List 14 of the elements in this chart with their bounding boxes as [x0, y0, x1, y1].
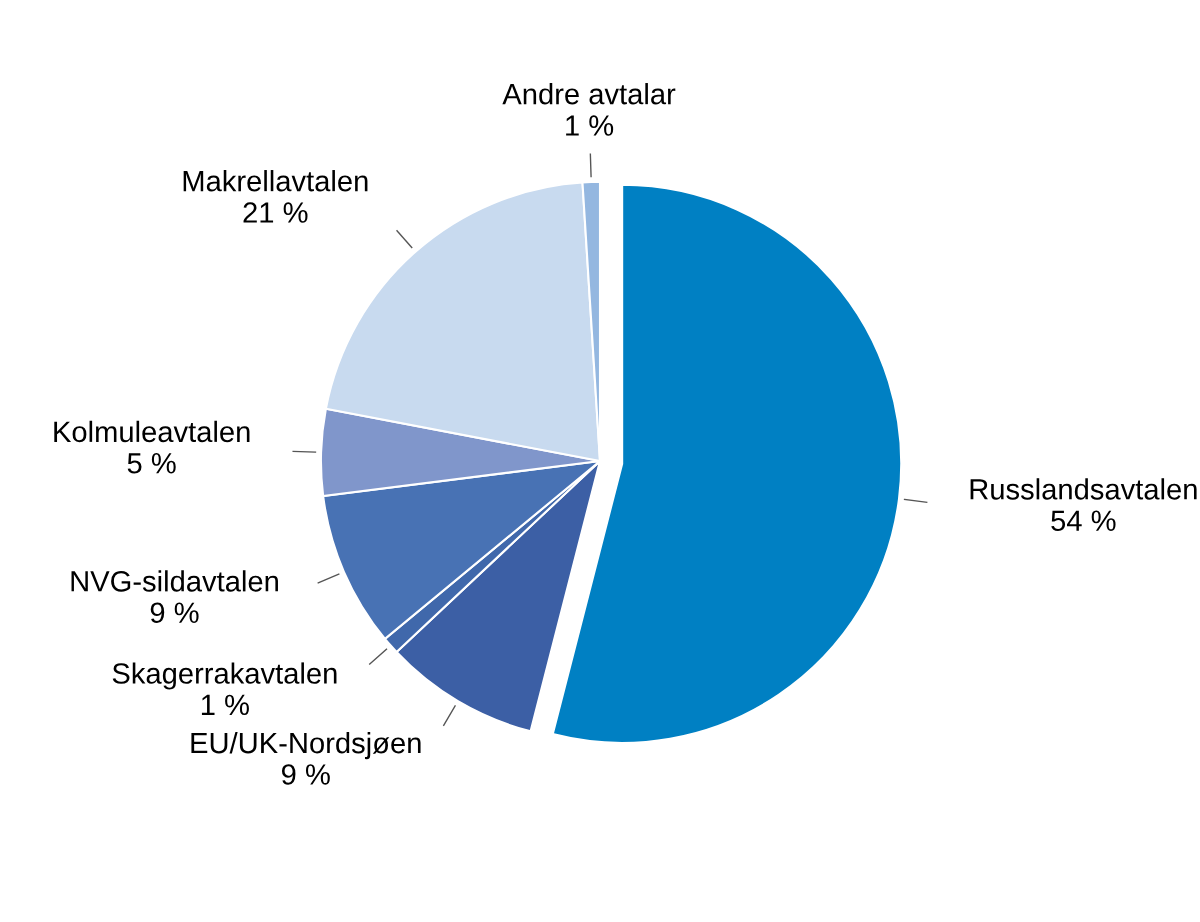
slice-label: Skagerrakavtalen [112, 662, 337, 690]
slice-label: Makrellavtalen [183, 170, 368, 192]
slice-label: Kolmuleavtalen [54, 420, 250, 443]
data-label: 9 % [150, 602, 199, 624]
data-label: 5 % [127, 453, 176, 474]
data-label: 21 % [243, 202, 308, 223]
slice-label: EU/UK-Nordsjøen [191, 731, 421, 760]
data-label: 1 % [566, 115, 614, 136]
slice-label: Andre avtalar [502, 83, 676, 105]
data-label: 54 % [1051, 510, 1116, 532]
slice-label: Russlandsavtalen [970, 478, 1197, 500]
data-label: 9 % [281, 764, 330, 785]
data-label: 1 % [201, 694, 249, 716]
slice-label: NVG-sildavtalen [71, 570, 278, 592]
